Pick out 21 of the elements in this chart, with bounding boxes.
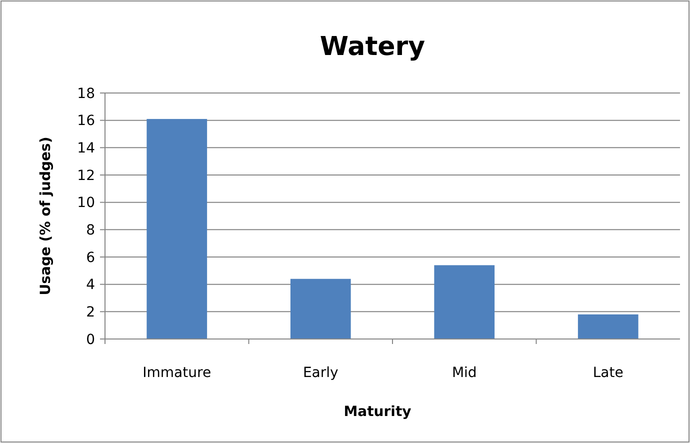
chart-title: Watery	[320, 32, 426, 62]
x-axis-title: Maturity	[344, 404, 412, 420]
bar	[146, 118, 208, 339]
bar	[290, 278, 351, 339]
y-tick-label: 0	[86, 332, 95, 348]
y-axis-title: Usage (% of judges)	[38, 136, 54, 296]
y-tick-label: 10	[77, 195, 95, 212]
x-tick-label: Late	[592, 365, 624, 381]
y-tick-label: 6	[86, 250, 96, 266]
y-tick-label: 4	[86, 277, 96, 294]
bar	[434, 265, 495, 339]
y-tick-label: 16	[77, 113, 96, 130]
y-tick-label: 8	[86, 222, 95, 239]
y-tick-label: 14	[77, 140, 96, 157]
x-tick-label: Early	[302, 365, 338, 381]
bar	[578, 314, 638, 339]
y-tick-label: 12	[77, 168, 95, 184]
y-tick-label: 2	[86, 304, 95, 321]
x-tick-label: Mid	[452, 365, 477, 381]
y-tick-label: 18	[77, 86, 95, 102]
x-tick-label: Immature	[142, 365, 212, 381]
